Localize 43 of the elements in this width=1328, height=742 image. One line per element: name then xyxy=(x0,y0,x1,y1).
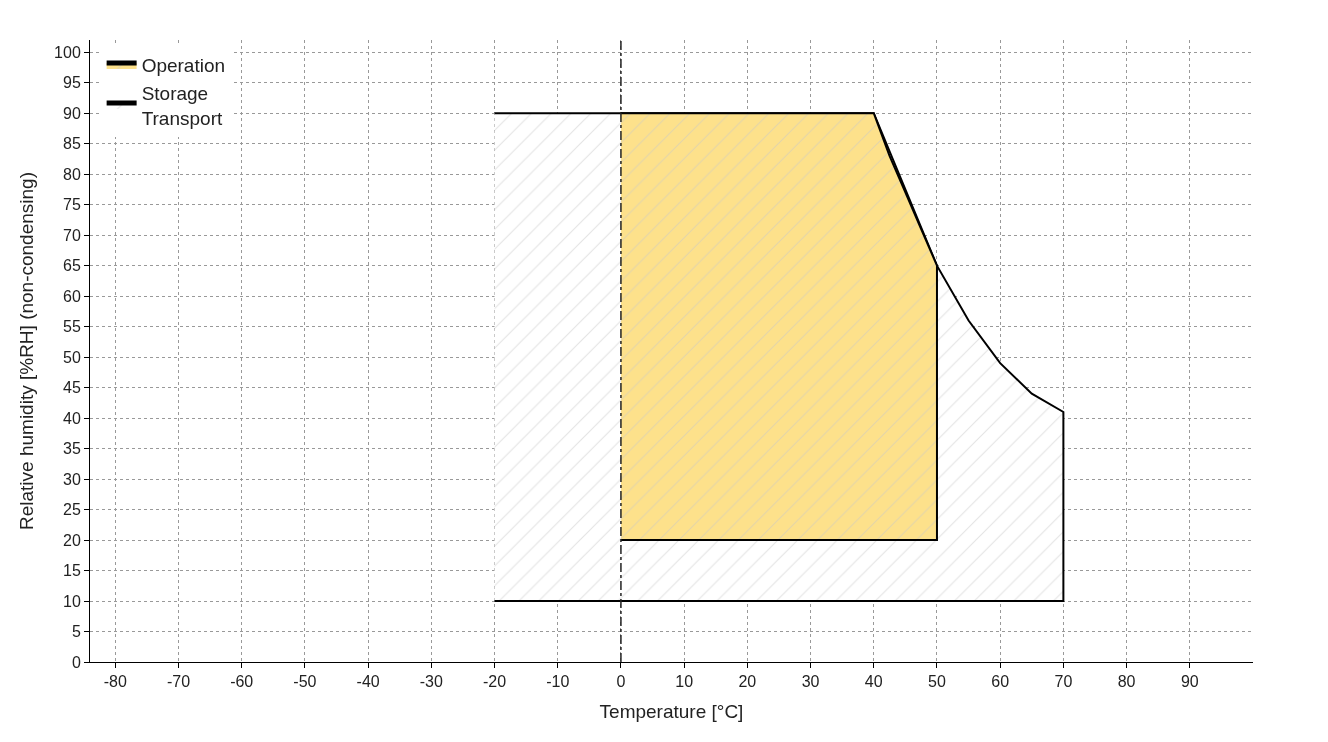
y-tick-label: 95 xyxy=(63,74,81,92)
y-tick-label: 55 xyxy=(63,318,81,336)
y-tick-label: 65 xyxy=(63,257,81,275)
y-tick-label: 15 xyxy=(63,562,81,580)
y-tick-label: 75 xyxy=(63,196,81,214)
y-tick-label: 60 xyxy=(63,287,81,305)
x-tick-label: -70 xyxy=(166,673,191,691)
x-tick-label: 80 xyxy=(1117,673,1136,691)
x-tick-label: -10 xyxy=(546,673,570,691)
y-tick-label: 20 xyxy=(63,531,81,549)
x-tick-label: 30 xyxy=(801,673,820,691)
y-tick-label: 85 xyxy=(63,135,81,153)
x-tick-label: -80 xyxy=(103,673,127,691)
x-axis-title: Temperature [°C] xyxy=(599,701,744,722)
y-tick-label: 0 xyxy=(71,653,81,671)
x-tick-label: -30 xyxy=(419,673,443,691)
x-tick-label: 40 xyxy=(864,673,883,691)
y-tick-label: 5 xyxy=(71,623,81,641)
y-tick-label: 50 xyxy=(63,348,81,366)
y-tick-label: 40 xyxy=(63,409,81,427)
x-tick-label: -40 xyxy=(356,673,380,691)
x-tick-label: -20 xyxy=(482,673,507,691)
y-tick-label: 10 xyxy=(63,592,81,610)
x-tick-label: -60 xyxy=(230,673,254,691)
y-tick-label: 70 xyxy=(63,226,81,244)
y-tick-label: 45 xyxy=(63,379,81,397)
y-tick-label: 35 xyxy=(63,440,81,458)
x-tick-label: -50 xyxy=(293,673,317,691)
x-tick-label: 0 xyxy=(616,673,626,691)
y-tick-label: 100 xyxy=(54,43,81,61)
x-tick-label: 10 xyxy=(675,673,694,691)
x-tick-label: 50 xyxy=(928,673,946,691)
y-tick-label: 30 xyxy=(63,470,81,488)
x-tick-label: 90 xyxy=(1180,673,1199,691)
y-axis-title: Relative humidity [%RH] (non-condensing) xyxy=(15,172,37,530)
legend-label: Storage Transport xyxy=(141,83,223,129)
x-tick-label: 60 xyxy=(991,673,1010,691)
y-tick-label: 90 xyxy=(63,104,81,122)
x-tick-label: 70 xyxy=(1054,673,1073,691)
legend-label: Operation xyxy=(141,55,226,77)
x-tick-label: 20 xyxy=(738,673,757,691)
y-tick-label: 80 xyxy=(63,165,81,183)
y-tick-label: 25 xyxy=(63,501,81,519)
